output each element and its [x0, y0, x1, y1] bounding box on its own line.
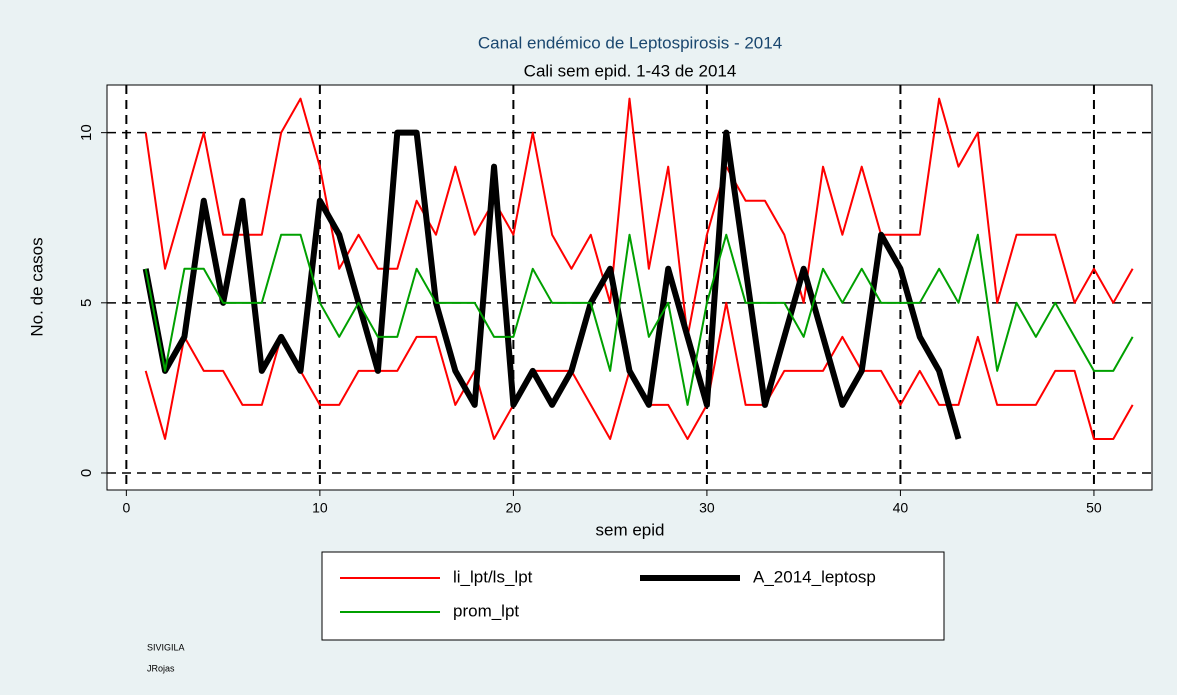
line: [142, 129, 962, 440]
chart-subtitle: Cali sem epid. 1-43 de 2014: [524, 61, 737, 80]
note: JRojas: [147, 663, 175, 673]
legend-label: prom_lpt: [453, 601, 519, 620]
plot-area: [106, 84, 1153, 491]
line: [144, 233, 1134, 406]
y-tick-label: 10: [78, 124, 95, 141]
y-tick-label: 0: [78, 469, 95, 477]
legend-box: [321, 551, 945, 641]
chart-title: Canal endémico de Leptospirosis - 2014: [478, 33, 782, 52]
note: SIVIGILA: [147, 642, 185, 652]
x-tick-label: 50: [1086, 500, 1102, 516]
line: [144, 97, 1134, 338]
legend-label: li_lpt/ls_lpt: [453, 567, 533, 586]
x-tick-label: 20: [506, 500, 522, 516]
y-axis-label: No. de casos: [27, 237, 46, 336]
x-tick-label: 10: [312, 500, 328, 516]
legend-label: A_2014_leptosp: [753, 567, 876, 586]
x-tick-label: 40: [893, 500, 909, 516]
y-tick-label: 5: [78, 299, 95, 307]
x-tick-label: 0: [122, 500, 130, 516]
x-tick-label: 30: [699, 500, 715, 516]
x-axis-label: sem epid: [596, 520, 665, 539]
